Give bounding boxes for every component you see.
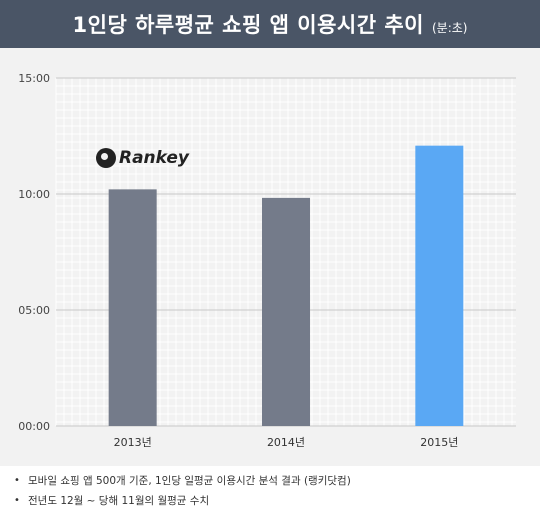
chart-header: 1인당 하루평균 쇼핑 앱 이용시간 추이 (분:초) xyxy=(0,0,540,48)
y-tick-label: 00:00 xyxy=(18,420,50,433)
bar xyxy=(262,197,310,426)
bar-chart: 00:00 05:00 10:00 15:00 2013년 2014년 2015년 xyxy=(18,72,516,449)
rankey-logo-text: Rankey xyxy=(119,148,189,168)
rankey-logo-icon xyxy=(96,148,116,168)
bullet-icon: • xyxy=(14,494,20,506)
x-tick-label: 2013년 xyxy=(114,436,152,449)
chart-title: 1인당 하루평균 쇼핑 앱 이용시간 추이 xyxy=(72,13,424,37)
chart-area: 00:00 05:00 10:00 15:00 2013년 2014년 2015년 Rank… xyxy=(0,48,540,466)
bar xyxy=(108,189,157,426)
footnote-text: 모바일 쇼핑 앱 500개 기준, 1인당 일평균 이용시간 분석 결과 (랭키… xyxy=(28,474,351,487)
y-tick-label: 10:00 xyxy=(18,188,50,201)
y-tick-label: 15:00 xyxy=(18,72,50,85)
footnote-text: 전년도 12월 ~ 당해 11월의 월평균 수치 xyxy=(28,494,210,507)
x-tick-label: 2014년 xyxy=(267,436,305,449)
x-tick-label: 2015년 xyxy=(420,436,458,449)
unit-label: (분:초) xyxy=(431,20,468,35)
y-tick-label: 05:00 xyxy=(18,304,50,317)
footnote-item: • 전년도 12월 ~ 당해 11월의 월평균 수치 xyxy=(0,490,540,510)
bar xyxy=(415,145,464,426)
footnotes: • 모바일 쇼핑 앱 500개 기준, 1인당 일평균 이용시간 분석 결과 (… xyxy=(0,470,540,510)
rankey-logo: Rankey xyxy=(96,148,189,168)
footnote-item: • 모바일 쇼핑 앱 500개 기준, 1인당 일평균 이용시간 분석 결과 (… xyxy=(0,470,540,490)
bullet-icon: • xyxy=(14,474,20,486)
